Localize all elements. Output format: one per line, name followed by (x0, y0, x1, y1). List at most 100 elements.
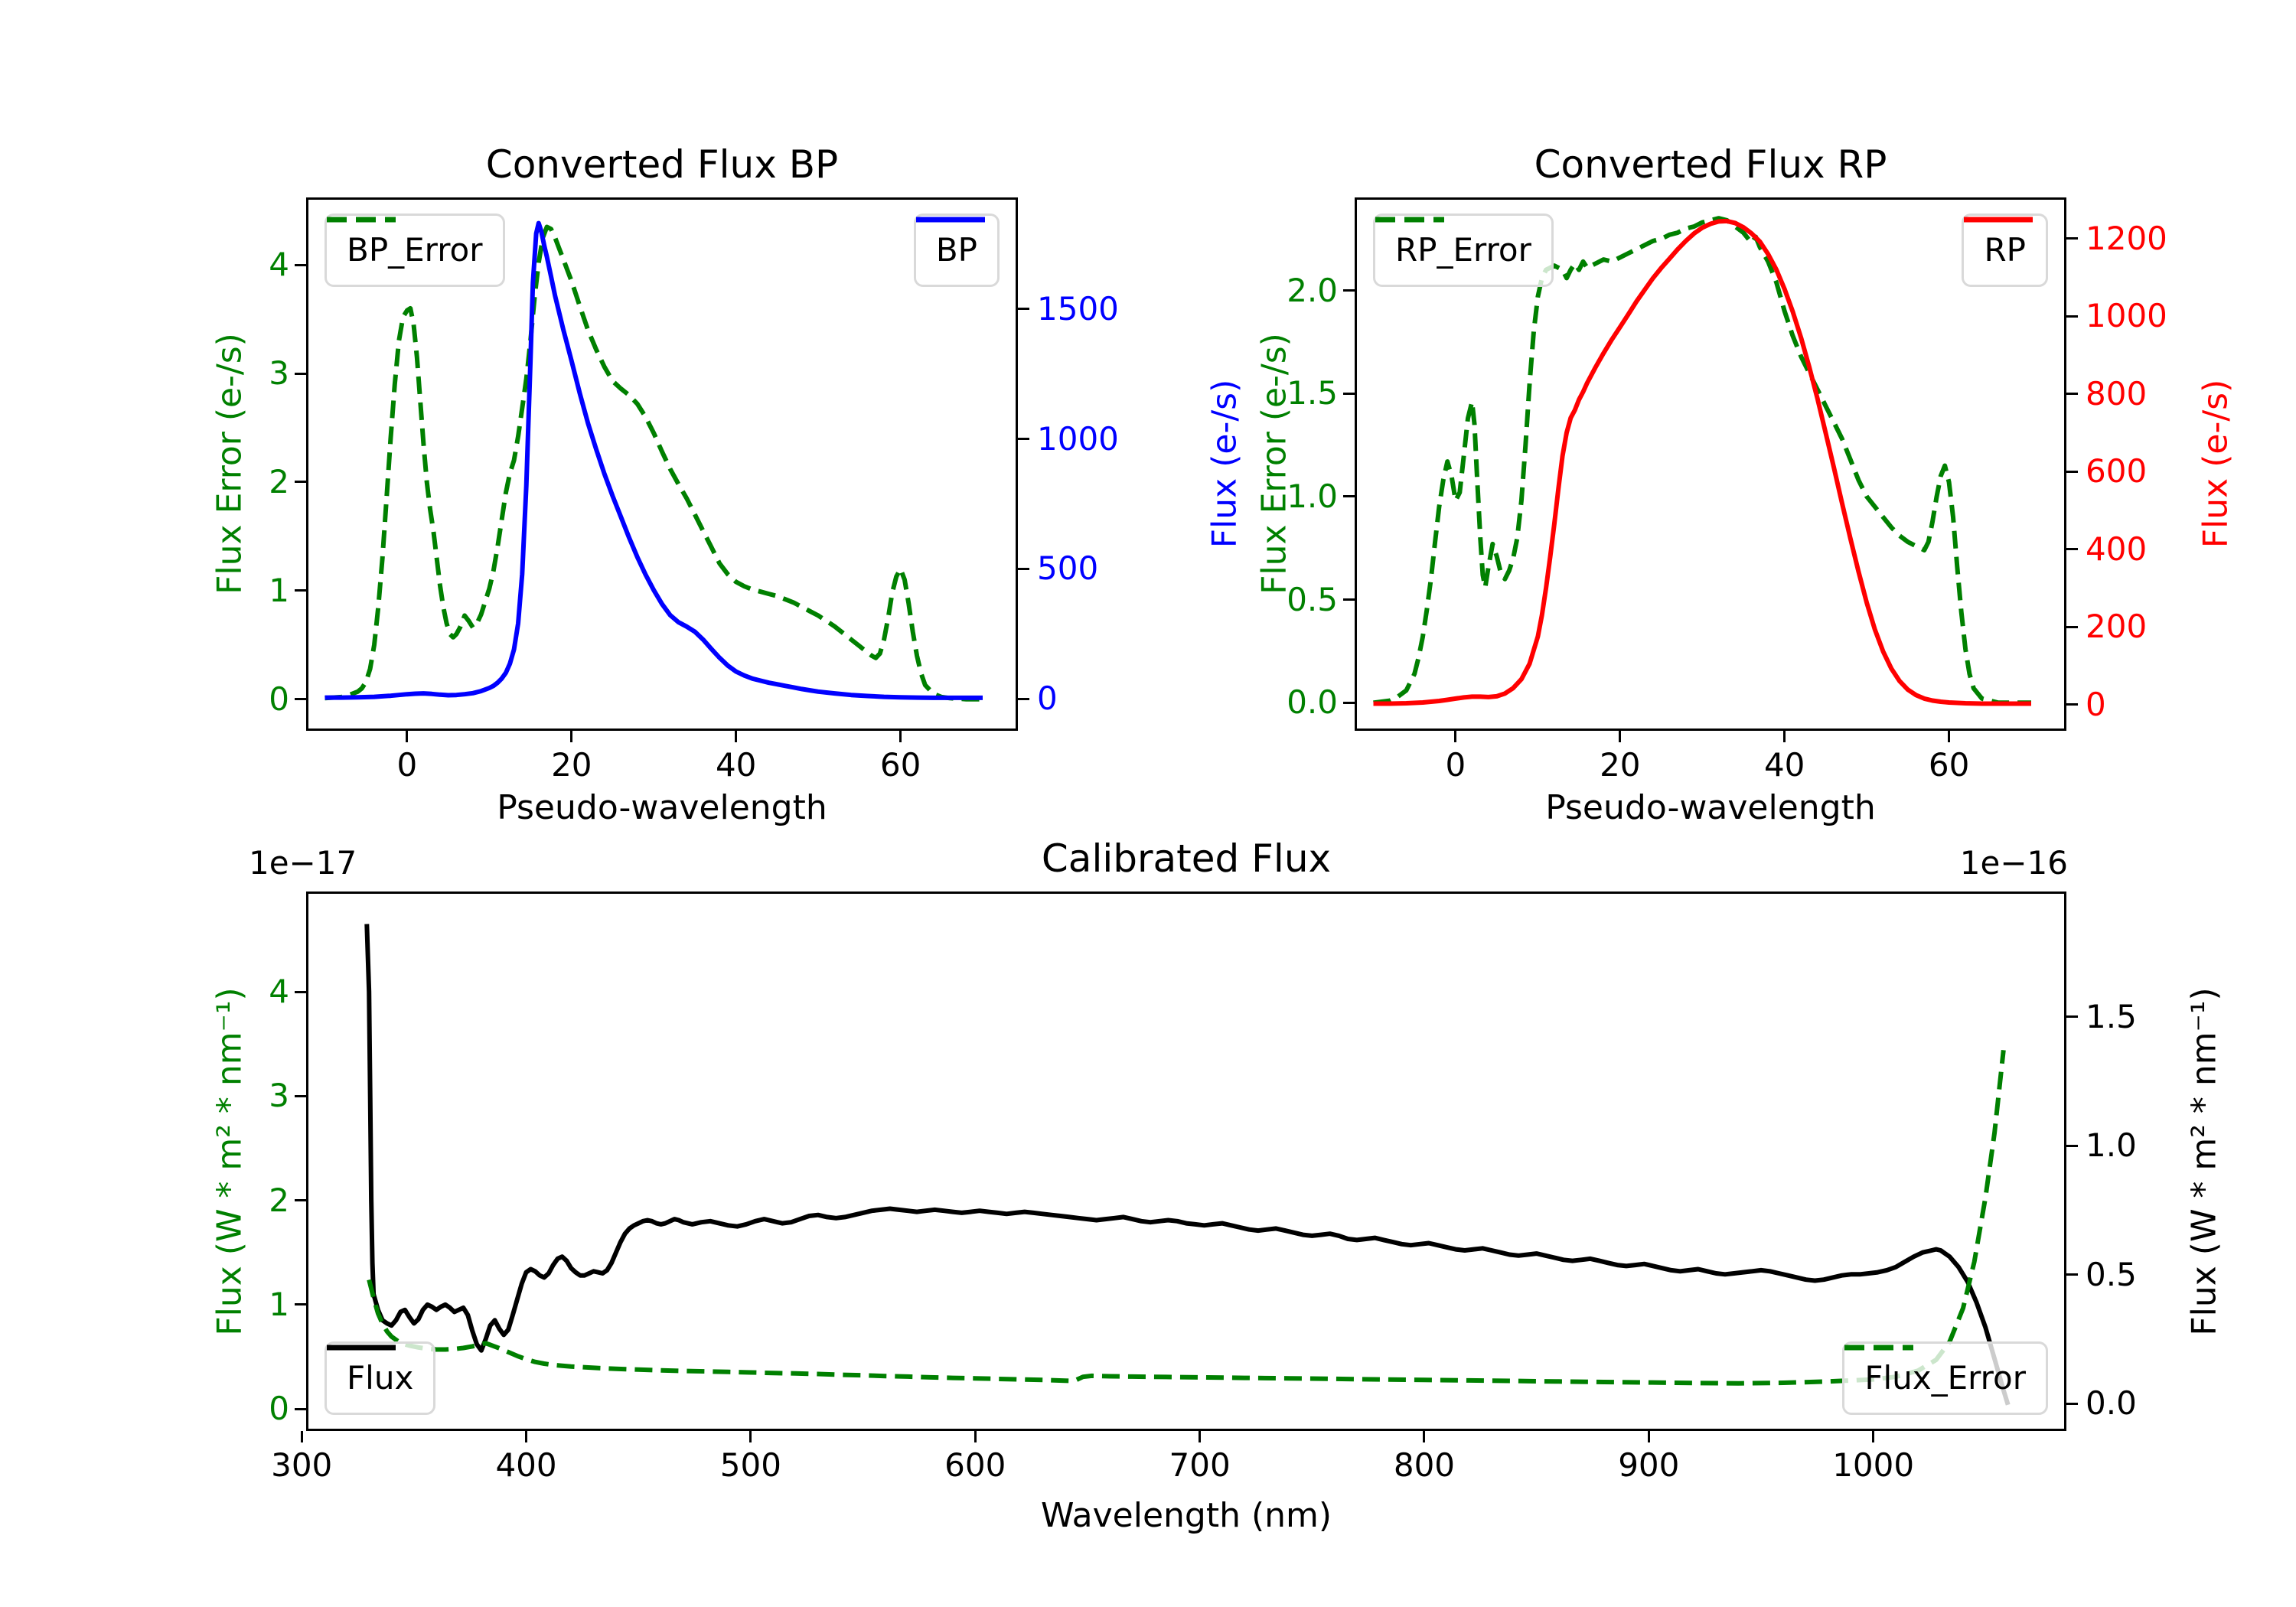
rp-left-y-tick-mark (1343, 392, 1355, 395)
cal-right-y-tick-label: 0.5 (2086, 1255, 2137, 1293)
bp-x-tick-mark (899, 731, 902, 742)
bp-left-y-tick-label: 1 (269, 571, 289, 609)
legend-line-sample (1964, 217, 2033, 223)
bp-x-tick-mark (570, 731, 573, 742)
rp-right-y-tick-label: 200 (2086, 608, 2148, 646)
rp-axes: RP_Error RP (1355, 197, 2066, 731)
rp-left-y-tick-mark (1343, 701, 1355, 704)
rp-right-y-tick-label: 800 (2086, 374, 2148, 412)
bp-right-y-tick-label: 1000 (1037, 419, 1119, 458)
rp-left-y-tick-label: 0.0 (1287, 683, 1338, 722)
legend-line-sample (327, 1345, 396, 1351)
bp-left-y-tick-mark (295, 698, 306, 701)
legend-line-sample (1375, 217, 1444, 223)
calibrated-left-yaxis-label: Flux (W * m² * nm⁻¹) (210, 987, 249, 1336)
rp-x-tick-label: 40 (1763, 746, 1805, 784)
rp-x-tick-mark (1783, 731, 1786, 742)
legend-line-sample (915, 217, 985, 223)
rp-left-y-tick-mark (1343, 598, 1355, 601)
cal-right-y-tick-mark (2066, 1015, 2078, 1018)
rp-left-y-tick-mark (1343, 495, 1355, 498)
cal-left-y-tick-label: 4 (269, 973, 289, 1011)
cal-left-y-tick-label: 0 (269, 1390, 289, 1428)
cal-right-y-tick-label: 1.0 (2086, 1126, 2137, 1165)
cal-x-tick-label: 800 (1393, 1446, 1456, 1484)
bp-right-y-tick-mark (1018, 697, 1029, 700)
cal-x-tick-mark (749, 1431, 752, 1442)
bp-x-tick-mark (406, 731, 409, 742)
rp-x-tick-mark (1454, 731, 1457, 742)
cal-left-y-tick-mark (295, 1407, 306, 1410)
rp-right-y-tick-mark (2066, 237, 2078, 240)
legend-label: RP (1984, 231, 2026, 269)
cal-legend-flux: Flux (325, 1341, 436, 1415)
rp-plot-area (1373, 216, 2031, 706)
bp-left-y-tick-label: 4 (269, 246, 289, 284)
cal-x-tick-label: 700 (1169, 1446, 1231, 1484)
cal-x-tick-label: 500 (719, 1446, 781, 1484)
cal-left-y-tick-label: 1 (269, 1285, 289, 1323)
cal-x-tick-mark (1423, 1431, 1426, 1442)
rp-left-y-tick-label: 1.5 (1287, 374, 1338, 412)
cal-left-y-tick-mark (295, 1199, 306, 1202)
rp-left-y-tick-mark (1343, 289, 1355, 292)
bp-left-y-tick-mark (295, 589, 306, 592)
legend-line-sample (327, 217, 396, 223)
legend-label: Flux (347, 1359, 414, 1397)
flux-curve (364, 924, 2011, 1406)
rp-right-y-tick-label: 400 (2086, 530, 2148, 568)
cal-plot-area (364, 924, 2011, 1406)
cal-left-y-tick-mark (295, 990, 306, 993)
cal-left-y-tick-label: 3 (269, 1077, 289, 1115)
rp-left-y-tick-label: 1.0 (1287, 477, 1338, 515)
bp-x-tick-label: 40 (715, 746, 757, 784)
rp-left-y-tick-label: 0.5 (1287, 580, 1338, 618)
cal-x-tick-label: 900 (1618, 1446, 1680, 1484)
legend-label: RP_Error (1395, 231, 1531, 269)
calibrated-xaxis-label: Wavelength (nm) (1040, 1496, 1332, 1535)
cal-right-y-tick-mark (2066, 1402, 2078, 1405)
bp-legend-bp: BP (913, 214, 1000, 287)
rp-left-yaxis-label: Flux Error (e-/s) (1254, 333, 1294, 595)
legend-label: Flux_Error (1864, 1359, 2026, 1397)
bp-right-y-tick-label: 500 (1037, 549, 1099, 588)
chart-title-rp: Converted Flux RP (1534, 142, 1887, 187)
rp-right-y-tick-mark (2066, 625, 2078, 628)
cal-right-y-tick-mark (2066, 1144, 2078, 1147)
rp-xaxis-label: Pseudo-wavelength (1545, 788, 1876, 827)
axis-offset-1e-16: 1e−16 (1959, 844, 2068, 882)
bp-right-y-tick-label: 1500 (1037, 289, 1119, 328)
bp-x-tick-label: 60 (879, 746, 921, 784)
bp-x-tick-mark (735, 731, 738, 742)
bp-axes: BP_Error BP (306, 197, 1018, 731)
rp-left-y-tick-label: 2.0 (1287, 271, 1338, 309)
bp-left-y-tick-label: 2 (269, 462, 289, 500)
cal-right-y-tick-label: 1.5 (2086, 997, 2137, 1035)
cal-x-tick-mark (525, 1431, 528, 1442)
rp-right-y-tick-label: 1000 (2086, 297, 2167, 335)
bp-left-y-tick-mark (295, 372, 306, 375)
rp-legend-rp: RP (1962, 214, 2048, 287)
legend-label: BP_Error (347, 231, 483, 269)
bp-xaxis-label: Pseudo-wavelength (497, 788, 827, 827)
cal-x-tick-mark (1647, 1431, 1650, 1442)
cal-x-tick-label: 300 (271, 1446, 333, 1484)
bp-x-tick-label: 20 (551, 746, 592, 784)
cal-x-tick-mark (300, 1431, 303, 1442)
rp-right-y-tick-label: 600 (2086, 452, 2148, 491)
bp-legend-bp_error: BP_Error (325, 214, 505, 287)
bp-x-tick-label: 0 (396, 746, 418, 784)
rp-x-tick-label: 20 (1600, 746, 1641, 784)
rp-right-y-tick-mark (2066, 703, 2078, 706)
bp_error-curve (325, 224, 983, 702)
rp-right-y-tick-mark (2066, 470, 2078, 473)
flux_error-curve (367, 1049, 2006, 1386)
rp-right-y-tick-mark (2066, 315, 2078, 318)
cal-right-y-tick-label: 0.0 (2086, 1384, 2137, 1423)
cal-x-tick-label: 600 (944, 1446, 1006, 1484)
bp-left-y-tick-label: 0 (269, 680, 289, 718)
cal-legend-flux_error: Flux_Error (1842, 1341, 2048, 1415)
cal-x-tick-label: 1000 (1832, 1446, 1915, 1484)
cal-x-tick-mark (1199, 1431, 1202, 1442)
